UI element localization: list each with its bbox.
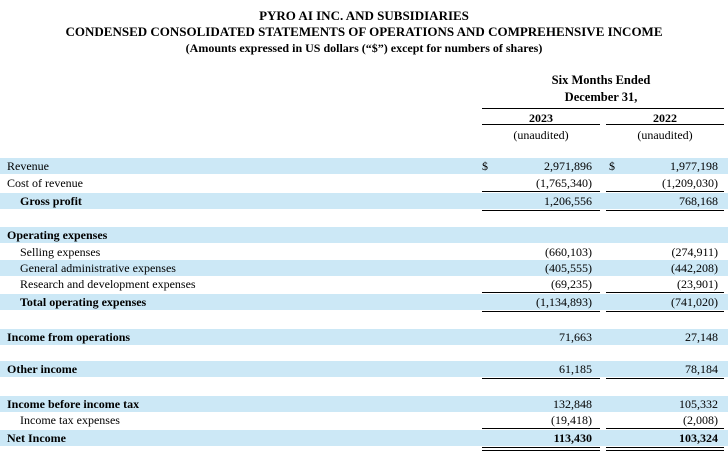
- table-row: Research and development expenses (69,23…: [0, 276, 728, 292]
- double-rule-top: [606, 447, 724, 448]
- year-2023-heading: 2023: [529, 111, 553, 125]
- total-operating-expenses-2022: (741,020): [671, 295, 718, 309]
- revenue-label: Revenue: [7, 159, 49, 173]
- year-2023-rule: [482, 124, 600, 125]
- total-rule: [482, 311, 600, 312]
- gross-profit-2022: 768,168: [679, 194, 718, 208]
- subtotal-rule: [606, 428, 724, 429]
- income-from-operations-2022: 27,148: [685, 330, 718, 344]
- operating-expenses-heading: Operating expenses: [7, 228, 108, 242]
- cost-of-revenue-2023: (1,765,340): [536, 176, 592, 190]
- income-tax-expenses-2023: (19,418): [551, 413, 592, 427]
- income-before-tax-label: Income before income tax: [7, 397, 140, 411]
- income-before-tax-2022: 105,332: [679, 397, 718, 411]
- income-tax-expenses-label: Income tax expenses: [20, 413, 120, 427]
- general-admin-expenses-2023: (405,555): [545, 261, 592, 275]
- gross-profit-label: Gross profit: [20, 194, 82, 208]
- subtotal-rule: [606, 191, 724, 192]
- total-rule: [606, 210, 724, 211]
- income-tax-expenses-2022: (2,008): [683, 413, 718, 427]
- period-heading-rule: [482, 108, 724, 109]
- total-rule: [482, 210, 600, 211]
- research-development-2023: (69,235): [551, 277, 592, 291]
- table-row: Revenue $ 2,971,896 $ 1,977,198: [0, 158, 728, 174]
- period-date-heading: December 31,: [564, 90, 638, 104]
- total-rule: [606, 311, 724, 312]
- subtotal-rule: [482, 191, 600, 192]
- table-row: Total operating expenses (1,134,893) (74…: [0, 294, 728, 310]
- other-income-2023: 61,185: [559, 362, 592, 376]
- table-row: Net Income 113,430 103,324: [0, 430, 728, 446]
- subtotal-rule: [482, 378, 600, 379]
- statement-subtitle: (Amounts expressed in US dollars (“$”) e…: [185, 41, 543, 55]
- double-rule-top: [482, 447, 600, 448]
- subtotal-rule: [606, 378, 724, 379]
- company-name: PYRO AI INC. AND SUBSIDIARIES: [259, 8, 469, 23]
- general-admin-expenses-2022: (442,208): [671, 261, 718, 275]
- period-heading: Six Months Ended: [551, 73, 651, 87]
- revenue-2023: 2,971,896: [544, 159, 592, 173]
- table-row: Cost of revenue (1,765,340) (1,209,030): [0, 175, 728, 191]
- table-row: Income tax expenses (19,418) (2,008): [0, 412, 728, 428]
- research-development-2022: (23,901): [677, 277, 718, 291]
- other-income-2022: 78,184: [685, 362, 718, 376]
- revenue-2022: 1,977,198: [670, 159, 718, 173]
- research-development-label: Research and development expenses: [20, 277, 196, 291]
- income-from-operations-label: Income from operations: [7, 330, 131, 344]
- general-admin-expenses-label: General administrative expenses: [20, 261, 176, 275]
- double-rule-bottom: [482, 450, 600, 451]
- table-row: Other income 61,185 78,184: [0, 361, 728, 377]
- other-income-label: Other income: [7, 362, 78, 376]
- currency-symbol: $: [609, 159, 615, 173]
- year-2022-heading: 2022: [653, 111, 677, 125]
- net-income-label: Net Income: [7, 431, 66, 445]
- subtotal-rule: [482, 428, 600, 429]
- section-heading-row: Operating expenses: [0, 227, 728, 243]
- selling-expenses-label: Selling expenses: [20, 245, 101, 259]
- unaudited-2022-label: (unaudited): [637, 128, 693, 142]
- total-operating-expenses-2023: (1,134,893): [536, 295, 592, 309]
- table-row: Gross profit 1,206,556 768,168: [0, 193, 728, 209]
- gross-profit-2023: 1,206,556: [544, 194, 592, 208]
- cost-of-revenue-2022: (1,209,030): [662, 176, 718, 190]
- table-row: Income from operations 71,663 27,148: [0, 329, 728, 345]
- table-row: Selling expenses (660,103) (274,911): [0, 244, 728, 260]
- total-operating-expenses-label: Total operating expenses: [20, 295, 147, 309]
- statement-title: CONDENSED CONSOLIDATED STATEMENTS OF OPE…: [65, 24, 663, 39]
- double-rule-bottom: [606, 450, 724, 451]
- selling-expenses-2023: (660,103): [545, 245, 592, 259]
- table-row: Income before income tax 132,848 105,332: [0, 396, 728, 412]
- subtotal-rule: [606, 292, 724, 293]
- currency-symbol: $: [482, 159, 488, 173]
- subtotal-rule: [482, 292, 600, 293]
- cost-of-revenue-label: Cost of revenue: [7, 176, 83, 190]
- table-row: General administrative expenses (405,555…: [0, 260, 728, 276]
- net-income-2022: 103,324: [679, 431, 718, 445]
- year-2022-rule: [606, 124, 724, 125]
- income-before-tax-2023: 132,848: [553, 397, 592, 411]
- unaudited-2023-label: (unaudited): [513, 128, 569, 142]
- income-from-operations-2023: 71,663: [559, 330, 592, 344]
- selling-expenses-2022: (274,911): [671, 245, 718, 259]
- net-income-2023: 113,430: [553, 431, 592, 445]
